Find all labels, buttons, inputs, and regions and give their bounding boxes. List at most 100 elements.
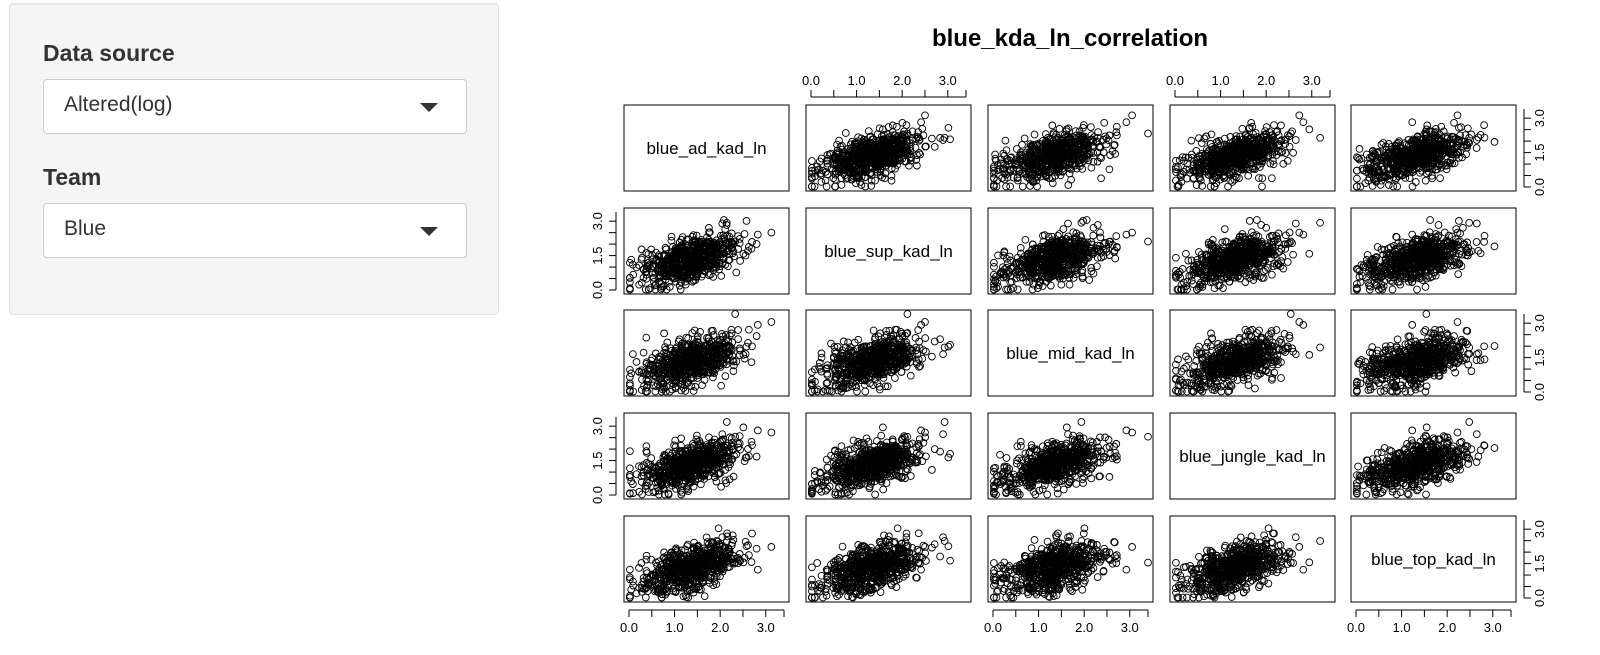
data-point	[1316, 133, 1324, 142]
data-point	[1067, 175, 1075, 184]
data-point	[1464, 124, 1472, 133]
data-point	[736, 257, 744, 265]
data-point	[1426, 216, 1434, 224]
data-point	[1377, 140, 1386, 149]
data-point	[1490, 242, 1499, 251]
data-point	[1187, 136, 1196, 145]
data-point	[1368, 182, 1377, 190]
data-point	[888, 121, 897, 130]
data-point	[871, 176, 879, 185]
data-point	[1128, 111, 1136, 120]
data-point	[1480, 121, 1488, 129]
data-point	[913, 161, 921, 170]
data-point	[1065, 169, 1074, 178]
data-point	[817, 178, 826, 186]
chevron-down-icon	[420, 103, 438, 112]
data-point	[667, 232, 676, 241]
data-point	[1245, 217, 1254, 225]
data-point	[867, 176, 876, 185]
data-point	[1305, 125, 1314, 134]
data-point	[1413, 285, 1421, 294]
data-point	[1421, 176, 1430, 185]
data-point	[1453, 111, 1462, 120]
data-point	[742, 217, 751, 225]
data-point	[1408, 118, 1417, 127]
data-point	[881, 169, 890, 178]
data-point	[1316, 218, 1324, 227]
data-point	[901, 157, 909, 166]
data-point	[856, 178, 864, 186]
team-select[interactable]: Blue	[43, 203, 467, 258]
data-point	[1192, 146, 1201, 155]
data-point	[1408, 182, 1417, 191]
data-point	[1013, 285, 1022, 294]
data-point	[905, 161, 913, 170]
data-point	[887, 176, 896, 185]
data-point	[898, 118, 907, 127]
data-point	[1262, 123, 1271, 131]
data-point	[1268, 270, 1276, 279]
data-point	[1105, 165, 1114, 174]
data-point	[1299, 230, 1308, 239]
data-point	[1224, 182, 1232, 191]
data-point	[839, 149, 848, 158]
data-point	[1355, 145, 1364, 153]
data-point	[1018, 182, 1027, 191]
data-point	[1472, 144, 1481, 152]
data-point	[815, 157, 824, 166]
data-point	[1268, 174, 1276, 183]
data-point	[1353, 174, 1361, 183]
data-point	[1048, 179, 1057, 188]
data-point	[1220, 225, 1229, 233]
chevron-down-icon	[420, 227, 438, 236]
data-point	[1465, 218, 1474, 227]
data-point	[889, 155, 898, 164]
panel-frame	[623, 104, 790, 192]
data-point	[1393, 182, 1402, 191]
data-point	[1270, 121, 1278, 129]
data-point	[1048, 121, 1057, 130]
data-point	[1002, 182, 1010, 191]
data-point	[866, 163, 874, 171]
data-point	[1238, 124, 1247, 133]
data-point	[1006, 182, 1015, 191]
data-point	[808, 157, 816, 165]
data-point	[1182, 249, 1190, 258]
data-point	[1277, 121, 1285, 130]
data-source-select[interactable]: Altered(log)	[43, 79, 467, 134]
data-point	[767, 228, 776, 237]
data-point	[1295, 228, 1304, 237]
data-point	[1112, 232, 1121, 240]
data-point	[1100, 118, 1109, 127]
data-point	[1144, 129, 1152, 138]
data-point	[841, 129, 850, 137]
data-point	[1389, 182, 1398, 191]
data-point	[1384, 181, 1393, 189]
data-point	[1258, 182, 1266, 191]
data-point	[908, 127, 917, 136]
data-point	[822, 182, 831, 191]
data-point	[861, 182, 870, 191]
variable-label: blue_sup_kad_ln	[824, 242, 953, 261]
data-point	[1096, 228, 1104, 237]
panel-frame	[805, 104, 972, 192]
data-point	[1408, 230, 1417, 239]
data-point	[1295, 111, 1304, 120]
data-point	[1087, 123, 1095, 131]
data-point	[1059, 225, 1068, 233]
data-point	[1289, 250, 1297, 259]
data-point	[717, 272, 726, 280]
data-point	[1244, 171, 1253, 180]
data-point	[1436, 174, 1444, 182]
team-value: Blue	[64, 217, 107, 240]
data-point	[1078, 272, 1087, 281]
data-point	[1018, 140, 1026, 149]
data-point	[884, 123, 893, 131]
data-point	[1283, 258, 1292, 266]
data-point	[1122, 118, 1131, 127]
data-point	[1490, 138, 1499, 146]
data-point	[637, 245, 646, 254]
data-point	[891, 164, 899, 173]
data-point	[1021, 235, 1030, 244]
data-point	[1299, 118, 1308, 127]
